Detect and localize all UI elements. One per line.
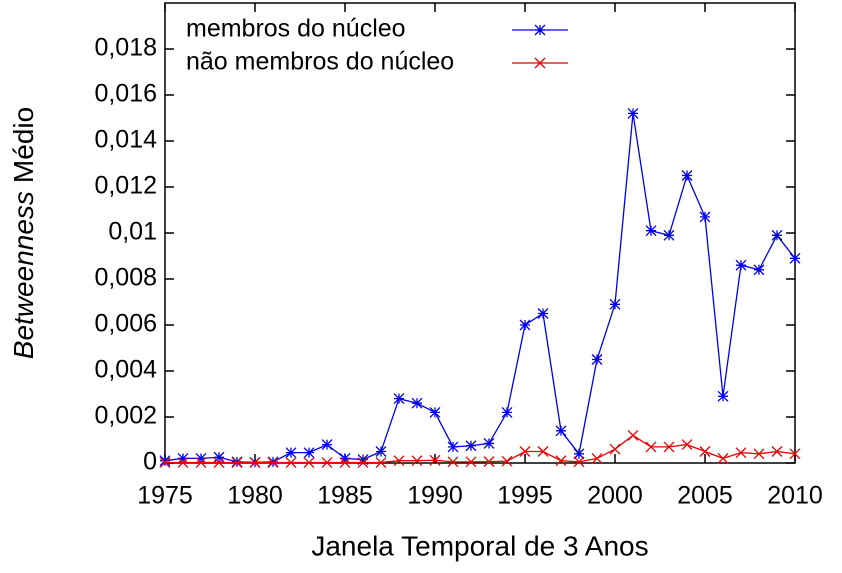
data-point <box>537 308 549 319</box>
data-point <box>645 225 657 237</box>
data-point <box>411 397 423 409</box>
y-tick-label: 0,016 <box>94 80 157 108</box>
series-line <box>164 113 796 463</box>
data-point <box>411 455 423 467</box>
legend-label: não membros do núcleo <box>186 48 454 76</box>
y-tick-label: 0,008 <box>94 264 157 292</box>
data-point <box>213 457 225 468</box>
data-point <box>447 456 459 468</box>
legend-marker <box>534 57 546 69</box>
data-point <box>699 211 711 223</box>
data-point <box>717 452 729 464</box>
data-point <box>519 446 531 457</box>
data-point <box>663 441 675 453</box>
data-point <box>735 447 747 459</box>
data-point <box>195 457 207 468</box>
data-point <box>717 390 729 402</box>
data-point <box>645 441 657 453</box>
data-point <box>465 456 477 468</box>
data-point <box>429 406 441 418</box>
data-point <box>501 406 513 418</box>
data-point <box>429 454 441 466</box>
data-point <box>771 229 783 241</box>
legend-marker <box>534 24 546 36</box>
data-point <box>483 437 495 449</box>
data-point <box>555 425 567 437</box>
y-tick-label: 0,014 <box>94 126 157 154</box>
data-point <box>159 455 171 467</box>
y-tick-label: 0 <box>143 448 157 476</box>
data-point <box>177 452 189 464</box>
data-point <box>573 448 585 460</box>
data-point <box>591 354 603 365</box>
data-point <box>591 452 603 464</box>
data-point <box>267 457 279 468</box>
data-point <box>321 439 333 451</box>
data-point <box>609 298 621 310</box>
x-tick-label: 2010 <box>767 482 823 510</box>
data-point <box>699 446 711 457</box>
data-point <box>537 446 549 457</box>
x-tick-label: 1975 <box>137 482 193 510</box>
data-point <box>681 439 693 451</box>
data-point <box>249 457 261 468</box>
data-point <box>465 440 477 452</box>
data-point <box>357 457 369 468</box>
data-point <box>609 443 621 455</box>
x-tick-label: 1995 <box>497 482 553 510</box>
x-axis-title: Janela Temporal de 3 Anos <box>311 530 648 561</box>
data-point <box>231 457 243 468</box>
data-point <box>195 452 207 464</box>
data-point <box>789 448 801 460</box>
y-tick-label: 0,006 <box>94 310 157 338</box>
data-point <box>483 456 495 468</box>
data-point <box>447 441 459 453</box>
data-point <box>627 107 639 119</box>
y-axis-title: Betweenness Médio <box>8 107 39 359</box>
data-point <box>393 455 405 467</box>
data-point <box>375 446 387 457</box>
data-point <box>285 447 297 459</box>
data-point <box>375 457 387 468</box>
data-point <box>573 456 585 468</box>
data-point <box>393 393 405 405</box>
data-point <box>735 259 747 271</box>
x-tick-label: 1985 <box>317 482 373 510</box>
data-point <box>285 457 297 468</box>
data-point <box>501 455 513 467</box>
y-axis-title-rest: Médio <box>8 107 39 183</box>
data-point <box>627 429 639 441</box>
data-point <box>177 457 189 468</box>
data-point <box>753 448 765 460</box>
data-point <box>663 229 675 241</box>
x-tick-label: 1990 <box>407 482 463 510</box>
data-point <box>519 319 531 331</box>
data-point <box>321 457 333 468</box>
data-point <box>213 451 225 463</box>
y-tick-label: 0,002 <box>94 402 157 430</box>
y-tick-label: 0,012 <box>94 172 157 200</box>
y-axis-title-em: Betweenness <box>8 191 39 359</box>
legend-label: membros do núcleo <box>186 15 406 43</box>
data-point <box>303 457 315 468</box>
data-point <box>159 457 171 468</box>
data-point <box>339 452 351 464</box>
series-line <box>165 434 796 464</box>
y-tick-label: 0,004 <box>94 356 157 384</box>
data-point <box>555 455 567 467</box>
y-tick-label: 0,01 <box>108 218 157 246</box>
data-point <box>753 264 765 276</box>
data-point <box>771 446 783 457</box>
data-point <box>789 252 801 264</box>
x-tick-label: 2005 <box>677 482 733 510</box>
data-point <box>339 457 351 468</box>
data-point <box>303 447 315 459</box>
y-tick-label: 0,018 <box>94 34 157 62</box>
x-tick-label: 2000 <box>587 482 643 510</box>
x-tick-label: 1980 <box>227 482 283 510</box>
data-point <box>357 454 369 466</box>
data-point <box>681 170 693 181</box>
